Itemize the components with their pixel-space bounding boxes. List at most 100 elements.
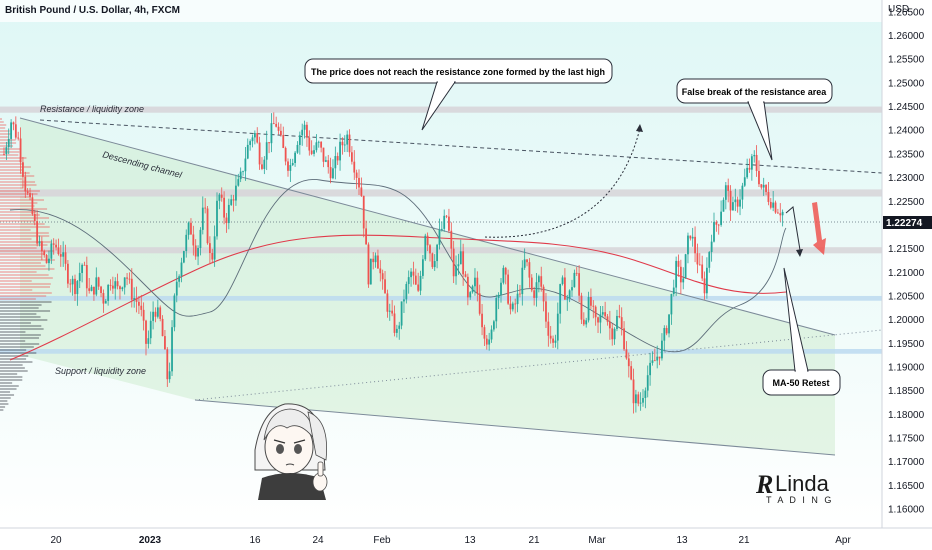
candle-body (130, 278, 133, 300)
candle-body (724, 185, 727, 200)
candle-body (100, 286, 102, 294)
candle-body (209, 243, 211, 253)
candle-body (322, 147, 325, 162)
candle-body (750, 156, 753, 170)
volume-profile-bar (0, 328, 44, 330)
zone-band-2 (0, 247, 882, 254)
y-tick-19: 1.17000 (888, 457, 925, 468)
candle-body (197, 247, 199, 257)
candle-body (78, 272, 81, 282)
candle-body (324, 160, 327, 162)
price-axis-panel (882, 0, 932, 528)
candle-body (469, 292, 472, 298)
plot-top-fade (0, 0, 882, 22)
candle-body (289, 165, 292, 171)
candle-body (220, 194, 223, 198)
candle-body (377, 255, 379, 269)
candle-body (104, 300, 107, 304)
candle-body (736, 199, 739, 207)
volume-profile-bar (0, 265, 46, 267)
resistance-zone-label: Resistance / liquidity zone (40, 104, 144, 114)
volume-profile-bar (0, 226, 50, 228)
candle-body (24, 176, 27, 192)
volume-profile-bar (0, 361, 33, 363)
candle-body (50, 243, 53, 259)
candle-body (218, 194, 221, 201)
volume-profile-bar (0, 169, 23, 171)
candle-body (3, 153, 5, 155)
candle-body (178, 276, 181, 282)
candle-body (604, 312, 607, 317)
candle-body (64, 252, 67, 264)
candle-body (521, 267, 524, 295)
candle-body (590, 297, 592, 306)
candle-body (123, 277, 126, 288)
candle-body (227, 204, 230, 224)
callout-false-break: False break of the resistance area (676, 78, 833, 161)
candle-body (578, 273, 580, 296)
volume-profile-bar (0, 262, 41, 264)
candle-body (31, 197, 34, 214)
candle-body (732, 202, 734, 211)
volume-profile-bar (0, 301, 52, 303)
volume-profile-bar (0, 163, 24, 165)
candle-body (755, 154, 758, 171)
candle-body (149, 320, 152, 339)
candle-body (310, 150, 313, 154)
candle-body (55, 244, 57, 248)
volume-profile-bar (0, 178, 22, 180)
volume-profile-bar (0, 394, 15, 396)
candle-body (119, 286, 121, 290)
candle-body (334, 156, 337, 169)
candle-body (251, 137, 254, 142)
candle-body (386, 293, 389, 312)
candle-body (573, 272, 576, 288)
candle-body (618, 315, 621, 318)
candle-body (395, 328, 398, 333)
zones (0, 106, 882, 354)
candle-body (713, 222, 715, 242)
candle-body (272, 123, 275, 125)
candle-body (296, 144, 299, 153)
candle-body (665, 328, 668, 334)
volume-profile-bar (0, 373, 18, 375)
candle-body (478, 293, 481, 314)
x-tick-5: 13 (464, 535, 476, 546)
candle-body (256, 133, 259, 143)
candle-body (5, 147, 8, 155)
candle-body (417, 284, 420, 291)
candle-body (632, 379, 635, 404)
candle-body (185, 234, 188, 252)
volume-profile-bar (0, 271, 37, 273)
candle-body (530, 277, 533, 291)
candle-body (268, 142, 270, 144)
candle-body (232, 199, 235, 201)
candle-body (440, 228, 443, 230)
candle-body (646, 375, 649, 391)
y-tick-21: 1.16000 (888, 505, 925, 516)
candle-body (29, 193, 31, 198)
candle-body (720, 211, 722, 225)
candle-body (715, 222, 718, 225)
volume-profile-bar (0, 397, 11, 399)
candle-body (67, 263, 69, 284)
candle-body (128, 278, 131, 280)
candle-body (161, 318, 164, 337)
candle-body (152, 311, 154, 321)
x-tick-6: 21 (528, 535, 540, 546)
chart-title: British Pound / U.S. Dollar, 4h, FXCM (5, 5, 180, 16)
candle-body (500, 282, 502, 295)
candle-body (374, 255, 377, 263)
candle-body (204, 207, 207, 209)
projection-down-path (785, 206, 801, 251)
candle-body (192, 234, 195, 246)
candle-body (52, 243, 55, 245)
current-price-badge: 1.22274 (883, 216, 932, 229)
volume-profile-bar (0, 247, 37, 249)
candle-body (613, 328, 616, 340)
y-tick-4: 1.24500 (888, 102, 925, 113)
candle-body (102, 293, 105, 304)
x-tick-10: Apr (835, 535, 851, 546)
candle-body (407, 277, 410, 285)
candle-body (422, 259, 424, 276)
